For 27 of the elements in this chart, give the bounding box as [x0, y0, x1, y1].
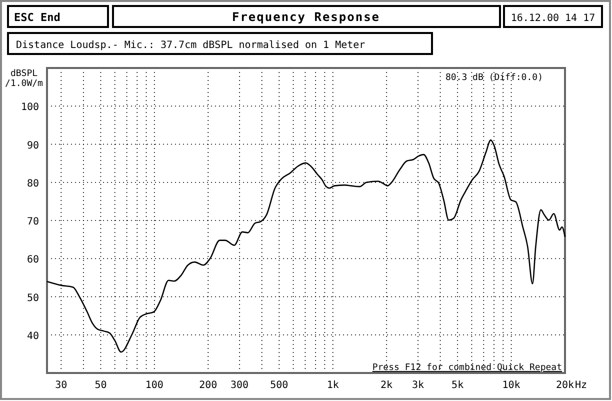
x-tick-label: 5k	[452, 380, 464, 391]
text: ESC End	[14, 11, 60, 24]
x-tick-label: 2k	[380, 380, 393, 391]
x-tick-label: 20k	[556, 380, 574, 391]
x-tick-label: 10k	[502, 380, 520, 391]
text: 16.12.00 14 17	[510, 13, 596, 24]
x-tick-label: 200	[199, 380, 218, 391]
y-tick-label: 50	[26, 292, 39, 304]
annotation: 80.3 dB (Diff:0.0)	[445, 73, 543, 83]
x-tick-label: 500	[270, 380, 288, 391]
x-tick-label: 3k	[412, 380, 424, 391]
x-tick-label: 30	[55, 380, 68, 391]
y-tick-label: 70	[26, 216, 39, 228]
y-tick-label: 60	[26, 254, 39, 266]
x-tick-label: 50	[94, 380, 107, 391]
y-tick-label: 40	[26, 330, 39, 342]
annotation: Press F12 for combined Quick Repeat	[372, 363, 562, 373]
x-axis-title: Hz	[575, 380, 588, 391]
y-tick-label: 100	[20, 102, 39, 114]
y-axis-title: dBSPL /1.0W/m	[5, 69, 43, 89]
x-tick-label: 300	[230, 380, 249, 391]
y-tick-label: 80	[26, 178, 39, 190]
x-tick-label: 1k	[326, 380, 339, 391]
x-tick-label: 100	[145, 380, 164, 391]
chart-title: Frequency Response	[232, 10, 380, 24]
chart-subtitle: Distance Loudsp.- Mic.: 37.7cm dBSPL normalised on 1 Meter	[16, 40, 366, 51]
y-tick-label: 90	[26, 140, 39, 152]
